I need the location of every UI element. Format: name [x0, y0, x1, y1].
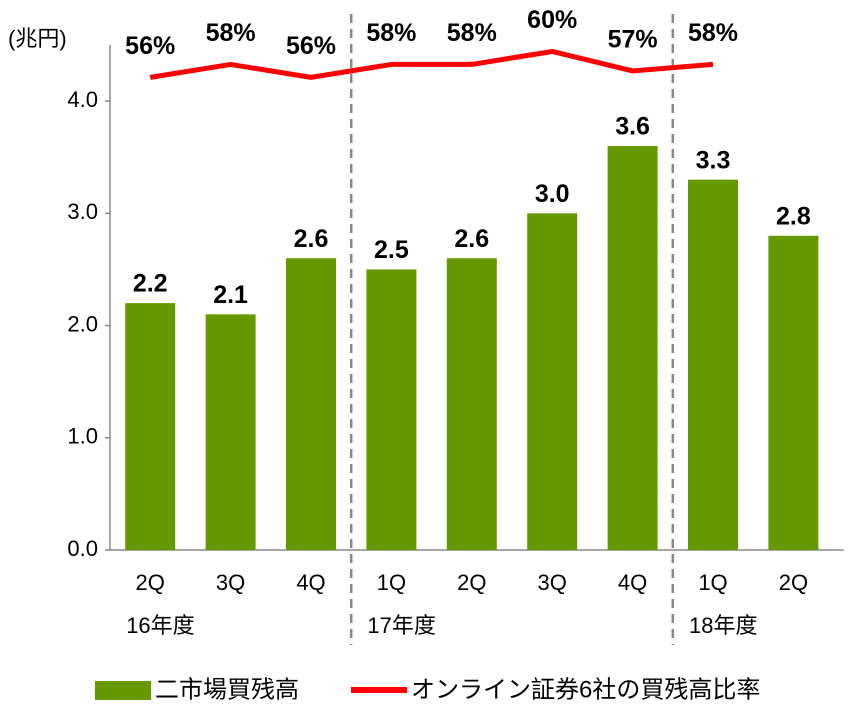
group-label: 18年度 [689, 613, 757, 638]
x-tick-label: 4Q [296, 570, 325, 595]
data-label: 3.3 [696, 146, 731, 174]
data-label: 57% [608, 26, 658, 54]
y-tick-label: 4.0 [67, 87, 98, 112]
y-tick-label: 2.0 [67, 311, 98, 336]
x-tick-label: 3Q [216, 570, 245, 595]
data-label: 58% [447, 19, 497, 47]
y-tick-label: 0.0 [67, 536, 98, 561]
y-tick-label: 3.0 [67, 199, 98, 224]
data-label: 3.0 [535, 180, 570, 208]
bar [688, 179, 738, 550]
data-label: 58% [688, 19, 738, 47]
x-tick-label: 1Q [377, 570, 406, 595]
legend-label: オンライン証券6社の買残高比率 [411, 676, 760, 703]
legend-swatch [95, 681, 151, 700]
x-tick-label: 2Q [457, 570, 486, 595]
group-label: 17年度 [367, 613, 435, 638]
x-tick-label: 2Q [136, 570, 165, 595]
y-axis-label: (兆円) [8, 26, 67, 51]
data-label: 58% [366, 19, 416, 47]
data-label: 3.6 [615, 113, 650, 141]
bar [527, 213, 578, 551]
line [149, 48, 714, 80]
bar [366, 269, 417, 550]
data-label: 2.8 [776, 202, 811, 230]
x-tick-label: 2Q [779, 570, 808, 595]
data-label: 60% [527, 6, 577, 34]
data-label: 2.2 [133, 270, 168, 298]
x-tick-label: 1Q [698, 570, 727, 595]
y-tick-label: 1.0 [67, 424, 98, 449]
data-label: 2.1 [213, 281, 248, 309]
group-label: 16年度 [126, 613, 194, 638]
data-label: 2.5 [374, 236, 409, 264]
bar [768, 235, 819, 550]
bar [286, 258, 336, 550]
legend-label: 二市場買残高 [155, 676, 299, 703]
bar [205, 314, 256, 550]
x-tick-label: 4Q [618, 570, 647, 595]
data-label: 2.6 [294, 225, 329, 253]
data-label: 2.6 [454, 225, 489, 253]
data-label: 56% [286, 32, 336, 60]
data-label: 58% [206, 19, 256, 47]
data-label: 56% [125, 32, 175, 60]
bar [446, 258, 497, 550]
bar [125, 303, 176, 550]
bar [607, 146, 658, 550]
x-tick-label: 3Q [538, 570, 567, 595]
